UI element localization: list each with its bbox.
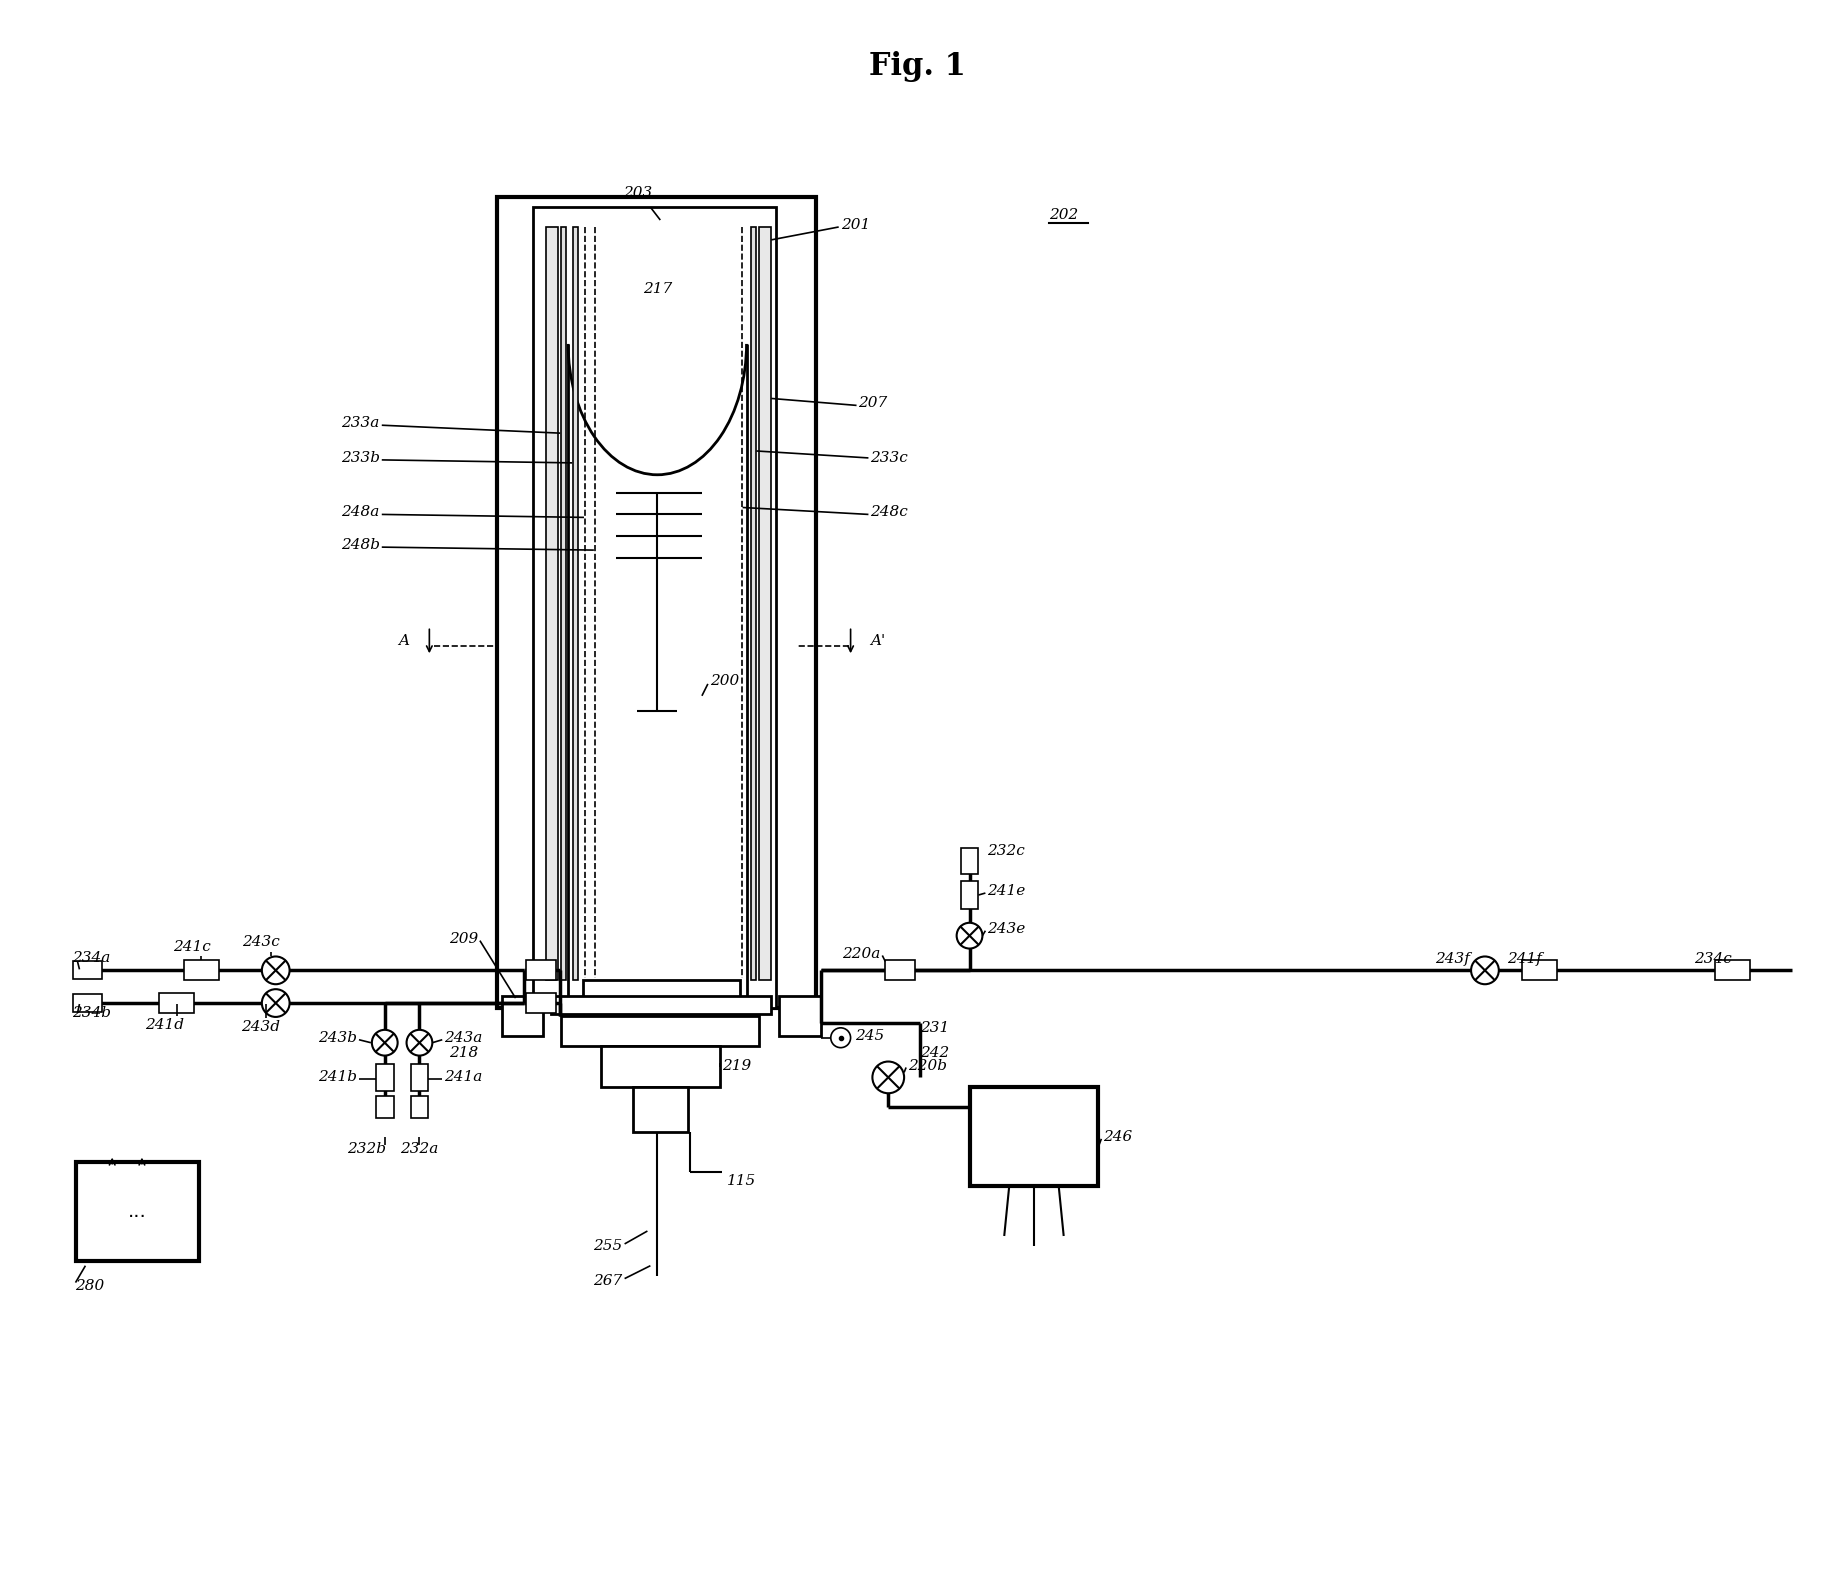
Bar [780, 996, 820, 1035]
Text: 219: 219 [721, 1059, 751, 1073]
Bar [884, 960, 916, 980]
Text: 243b: 243b [317, 1031, 358, 1045]
Text: 242: 242 [919, 1046, 949, 1059]
Text: 243a: 243a [444, 1031, 483, 1045]
Text: 243f: 243f [1435, 952, 1470, 966]
Text: 207: 207 [859, 396, 888, 410]
Text: 243d: 243d [242, 1020, 281, 1034]
Text: 203: 203 [622, 187, 651, 200]
Bar [600, 1046, 719, 1087]
Text: 234a: 234a [73, 952, 110, 966]
Text: 115: 115 [727, 1175, 756, 1189]
Text: 243e: 243e [987, 922, 1026, 936]
Bar [584, 980, 740, 998]
Text: 241f: 241f [1507, 952, 1541, 966]
Text: 232a: 232a [400, 1142, 439, 1156]
Text: 234c: 234c [1694, 952, 1732, 966]
Text: 233b: 233b [341, 451, 380, 465]
Text: 241e: 241e [987, 884, 1026, 899]
Text: 234b: 234b [73, 1005, 112, 1020]
Circle shape [1472, 957, 1499, 983]
Circle shape [373, 1031, 398, 1056]
Text: Fig. 1: Fig. 1 [868, 50, 965, 82]
Circle shape [831, 1027, 851, 1048]
Text: 232b: 232b [347, 1142, 387, 1156]
Text: 200: 200 [710, 674, 740, 688]
Text: 241c: 241c [172, 939, 211, 954]
Bar [1521, 960, 1556, 980]
Bar [960, 881, 978, 910]
Bar [160, 993, 195, 1013]
Text: 201: 201 [840, 218, 870, 233]
Text: 243c: 243c [242, 935, 279, 949]
Bar [752, 226, 756, 980]
Bar [547, 226, 558, 980]
Text: 217: 217 [642, 283, 672, 297]
Text: 248b: 248b [341, 539, 380, 551]
Text: 246: 246 [1103, 1130, 1132, 1144]
Text: 241d: 241d [145, 1018, 184, 1032]
Text: 233c: 233c [870, 451, 908, 465]
Text: 248c: 248c [870, 506, 908, 520]
Bar [376, 1064, 395, 1092]
Circle shape [262, 990, 290, 1016]
Bar [73, 994, 103, 1012]
Bar [497, 198, 817, 1009]
Bar [562, 226, 567, 980]
Bar [1716, 960, 1751, 980]
Text: A': A' [870, 635, 886, 649]
Text: 209: 209 [450, 932, 477, 946]
Circle shape [407, 1031, 433, 1056]
Circle shape [956, 922, 982, 949]
Text: 232c: 232c [987, 844, 1026, 858]
Text: 267: 267 [593, 1274, 622, 1288]
Bar [501, 996, 543, 1035]
Bar [73, 961, 103, 979]
Bar [534, 207, 776, 1009]
Text: 202: 202 [1050, 207, 1079, 222]
Bar [184, 960, 218, 980]
Bar [376, 1097, 395, 1119]
Bar [411, 1097, 428, 1119]
Text: 220b: 220b [908, 1059, 947, 1073]
Circle shape [872, 1062, 905, 1093]
Circle shape [262, 957, 290, 983]
Text: 241a: 241a [444, 1070, 483, 1084]
Bar [527, 993, 556, 1013]
Bar [760, 226, 771, 980]
Text: 248a: 248a [341, 506, 380, 520]
Text: 220a: 220a [842, 946, 881, 960]
Bar [633, 1087, 688, 1133]
Text: A: A [398, 635, 409, 649]
Text: 231: 231 [919, 1021, 949, 1035]
Text: 280: 280 [75, 1279, 105, 1293]
Bar [573, 226, 578, 980]
Text: 255: 255 [593, 1240, 622, 1254]
Bar [969, 1087, 1099, 1186]
Text: ...: ... [128, 1202, 147, 1221]
Bar [550, 996, 771, 1013]
Bar [960, 848, 978, 873]
Bar [562, 1016, 760, 1046]
Bar [75, 1161, 200, 1262]
Text: 233a: 233a [341, 416, 380, 430]
Text: 218: 218 [450, 1046, 477, 1059]
Text: 241b: 241b [317, 1070, 358, 1084]
Bar [411, 1064, 428, 1092]
Text: 245: 245 [855, 1029, 884, 1043]
Bar [527, 960, 556, 980]
